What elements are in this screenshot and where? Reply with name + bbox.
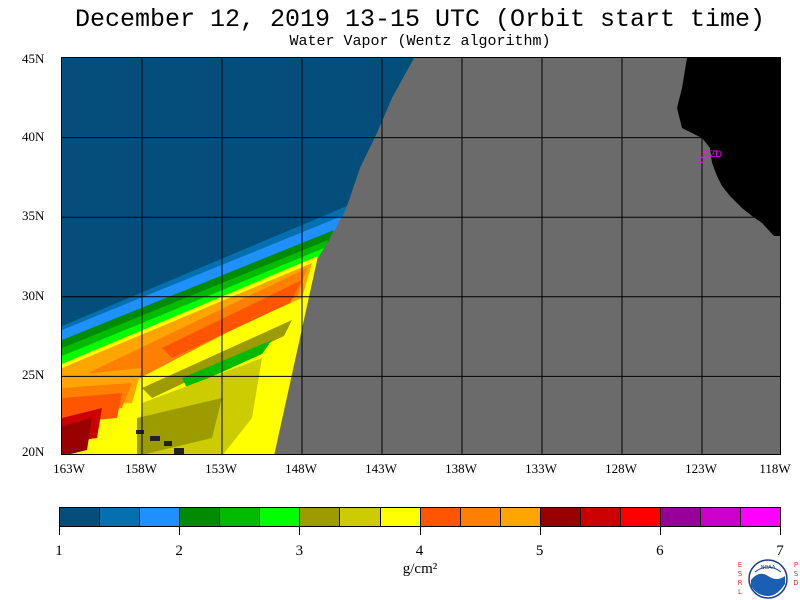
colorbar-label: 3 (295, 543, 304, 559)
colorbar-tick (179, 527, 181, 535)
lon-tick-label: 143W (365, 461, 397, 476)
colorbar-label: 7 (776, 543, 784, 559)
colorbar-segment (660, 508, 701, 526)
noaa-logo: E S R L NOAA P S D (734, 558, 800, 600)
lat-tick-label: 35N (22, 208, 45, 224)
colorbar-tick (419, 527, 421, 535)
vapor-band-11 (142, 320, 292, 398)
lat-tick-label: 45N (22, 51, 45, 66)
lon-tick-label: 128W (605, 461, 637, 476)
colorbar-tick (539, 527, 541, 535)
colorbar-segment (420, 508, 461, 526)
lat-tick-label: 25N (22, 367, 45, 383)
graticule (62, 58, 780, 454)
lat-tick-label: 40N (22, 128, 45, 144)
lon-tick-label: 133W (525, 461, 557, 476)
lon-tick-label: 163W (53, 461, 85, 476)
colorbar-segment (380, 508, 421, 526)
station-label: CZD (703, 149, 722, 159)
water-vapor-map: CZD (61, 57, 781, 455)
colorbar-segment (140, 508, 181, 526)
station-marker: CZD (696, 149, 722, 164)
lon-tick-label: 153W (205, 461, 237, 476)
colorbar-segment (260, 508, 301, 526)
colorbar-segment (540, 508, 581, 526)
vapor-band-19 (62, 418, 92, 454)
lon-tick-label: 148W (285, 461, 317, 476)
svg-text:NOAA: NOAA (761, 565, 776, 571)
islands (136, 430, 184, 454)
logo-right-letters: P S D (793, 561, 799, 587)
colorbar-segment (60, 508, 101, 526)
colorbar-segment (460, 508, 501, 526)
colorbar (59, 507, 781, 527)
vapor-band-10 (162, 280, 302, 358)
colorbar-label: 6 (656, 543, 664, 559)
logo-left-letters: E S R L (737, 561, 743, 596)
lat-tick-label: 30N (22, 287, 45, 303)
colorbar-segment (340, 508, 381, 526)
map-title: December 12, 2019 13-15 UTC (Orbit start… (74, 5, 766, 34)
colorbar-label: 4 (415, 543, 424, 559)
colorbar-segment (701, 508, 742, 526)
lon-tick-label: 138W (445, 461, 477, 476)
colorbar-tick (659, 527, 661, 535)
map-subtitle: Water Vapor (Wentz algorithm) (289, 33, 551, 50)
lat-tick-label: 20N (22, 444, 45, 459)
noaa-emblem-icon: NOAA (748, 559, 788, 599)
colorbar-segment (620, 508, 661, 526)
colorbar-tick (780, 527, 781, 535)
water-vapor-field (62, 58, 414, 454)
colorbar-segment (741, 508, 781, 526)
lon-tick-label: 118W (759, 461, 791, 476)
colorbar-segment (220, 508, 261, 526)
colorbar-label: 1 (55, 543, 63, 559)
colorbar-label: 2 (175, 543, 183, 559)
colorbar-segment (100, 508, 141, 526)
colorbar-label: 5 (535, 543, 544, 559)
colorbar-segment (180, 508, 221, 526)
lon-tick-label: 123W (685, 461, 717, 476)
colorbar-segment (300, 508, 341, 526)
land-area (677, 58, 780, 236)
lon-tick-label: 158W (125, 461, 157, 476)
colorbar-units: g/cm² (402, 561, 438, 577)
colorbar-segment (500, 508, 541, 526)
colorbar-tick (59, 527, 60, 535)
colorbar-segment (580, 508, 621, 526)
colorbar-tick (299, 527, 301, 535)
vapor-band-1 (62, 58, 414, 348)
